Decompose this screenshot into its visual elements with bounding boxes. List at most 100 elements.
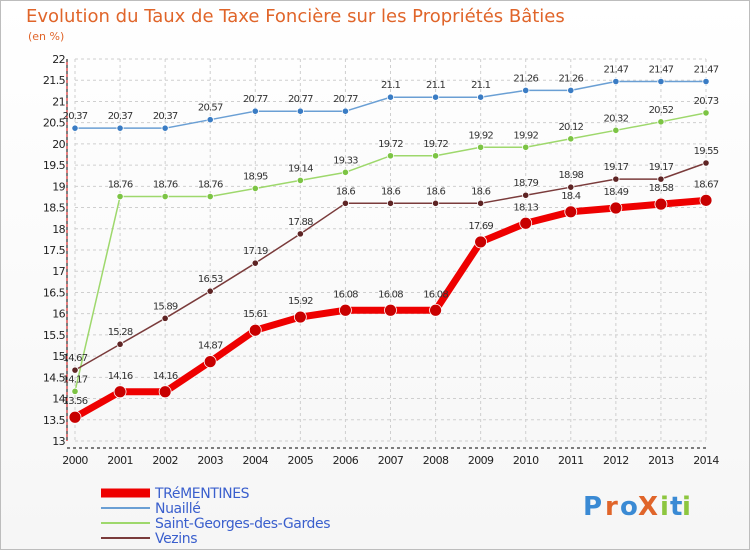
data-point-nuaill- [206, 116, 214, 124]
data-point-tr-mentines [699, 193, 713, 207]
data-label-tr-mentines: 17.69 [468, 221, 493, 232]
data-point-tr-mentines [68, 410, 82, 424]
data-label-tr-mentines: 16.08 [333, 289, 358, 300]
y-tick-label: 18.5 [43, 202, 66, 215]
data-point-vezins [657, 175, 665, 183]
data-point-nuaill- [341, 107, 350, 115]
data-label-nuaill-: 21.26 [558, 73, 583, 84]
y-tick-label: 16.5 [43, 286, 66, 299]
data-label-nuaill-: 21.26 [513, 73, 538, 84]
x-tick-label: 2003 [197, 454, 223, 467]
data-label-tr-mentines: 18.67 [694, 179, 719, 190]
data-point-nuaill- [386, 93, 395, 101]
axes: 13 13.5 14 14.5 15 15.5 16 16.5 17 17.5 18 18.5 19 19… [43, 53, 720, 467]
data-label-vezins: 17.19 [243, 246, 268, 257]
data-label-tr-mentines: 13.56 [63, 396, 88, 407]
data-label-vezins: 15.28 [108, 327, 133, 338]
data-labels: 20.37 20.37 20.37 20.57 20.77 20.77 20.77 21.1 2… [63, 64, 720, 407]
data-point-saint-georges-des-gardes [567, 135, 575, 143]
x-tick-label: 2004 [242, 454, 268, 467]
x-tick-label: 2007 [378, 454, 404, 467]
logo-letter: o [620, 492, 638, 522]
data-point-tr-mentines [519, 216, 533, 230]
data-label-saint-georges-des-gardes: 14.17 [63, 374, 88, 385]
data-point-tr-mentines [339, 303, 352, 317]
data-label-tr-mentines: 18.4 [561, 191, 581, 202]
data-label-vezins: 19.17 [604, 162, 629, 173]
data-label-nuaill-: 20.77 [288, 94, 313, 105]
data-point-tr-mentines [429, 303, 442, 317]
data-point-tr-mentines [609, 201, 623, 215]
data-point-vezins [612, 175, 620, 183]
data-label-vezins: 18.6 [471, 186, 491, 197]
y-tick-label: 19.5 [43, 159, 66, 172]
y-tick-label: 19 [52, 180, 65, 193]
data-label-tr-mentines: 15.92 [288, 296, 313, 307]
data-label-saint-georges-des-gardes: 19.92 [513, 130, 538, 141]
y-tick-label: 21 [52, 95, 65, 108]
data-label-vezins: 18.6 [381, 186, 401, 197]
y-tick-label: 21.5 [43, 74, 66, 87]
data-point-vezins [341, 199, 350, 207]
y-tick-label: 16 [52, 308, 65, 321]
data-point-saint-georges-des-gardes [657, 118, 665, 126]
data-point-saint-georges-des-gardes [296, 176, 304, 184]
data-label-tr-mentines: 14.16 [153, 371, 178, 382]
data-label-saint-georges-des-gardes: 19.14 [288, 163, 313, 174]
data-point-nuaill- [251, 107, 259, 115]
data-point-saint-georges-des-gardes [477, 143, 485, 151]
data-label-tr-mentines: 15.61 [243, 309, 268, 320]
y-tick-label: 17 [52, 265, 65, 278]
data-label-tr-mentines: 18.58 [649, 183, 674, 194]
data-point-nuaill- [161, 124, 169, 132]
data-point-saint-georges-des-gardes [702, 109, 710, 117]
logo-letter: i [682, 492, 691, 522]
data-point-tr-mentines [248, 323, 262, 337]
data-label-vezins: 17.88 [288, 217, 313, 228]
data-point-vezins [251, 259, 259, 267]
data-label-vezins: 15.89 [153, 301, 178, 312]
data-label-saint-georges-des-gardes: 20.73 [694, 96, 719, 107]
data-point-vezins [431, 199, 440, 207]
x-tick-label: 2010 [513, 454, 539, 467]
data-label-vezins: 16.53 [198, 274, 223, 285]
data-label-saint-georges-des-gardes: 18.95 [243, 171, 268, 182]
data-point-nuaill- [657, 77, 665, 86]
y-tick-label: 20 [52, 138, 65, 151]
data-label-nuaill-: 21.1 [471, 80, 491, 91]
data-point-nuaill- [567, 86, 575, 95]
logo-letter: i [660, 492, 669, 522]
data-label-saint-georges-des-gardes: 18.76 [108, 180, 133, 191]
data-point-saint-georges-des-gardes [612, 126, 620, 134]
x-tick-label: 2001 [107, 454, 133, 467]
data-label-tr-mentines: 16.08 [378, 289, 403, 300]
x-tick-label: 2013 [648, 454, 674, 467]
x-tick-label: 2008 [423, 454, 449, 467]
data-label-tr-mentines: 18.49 [604, 187, 629, 198]
data-point-vezins [206, 287, 214, 295]
data-label-vezins: 18.6 [426, 186, 446, 197]
data-point-vezins [71, 366, 79, 374]
legend: TRéMENTINESNuailléSaint-Georges-des-Gard… [101, 486, 331, 547]
series-group [68, 77, 713, 424]
x-tick-label: 2014 [693, 454, 719, 467]
x-tick-label: 2012 [603, 454, 629, 467]
chart-title: Evolution du Taux de Taxe Foncière sur l… [26, 6, 565, 27]
data-point-saint-georges-des-gardes [116, 192, 124, 201]
data-point-saint-georges-des-gardes [341, 168, 350, 176]
y-tick-label: 18 [52, 223, 65, 236]
legend-label: Saint-Georges-des-Gardes [155, 516, 330, 532]
legend-label: Nuaillé [155, 501, 200, 517]
data-label-vezins: 19.55 [694, 146, 719, 157]
data-label-saint-georges-des-gardes: 19.92 [468, 130, 493, 141]
x-tick-label: 2000 [62, 454, 88, 467]
data-point-tr-mentines [293, 310, 307, 324]
data-label-vezins: 18.6 [336, 186, 356, 197]
logo-letter: X [638, 492, 658, 522]
data-label-nuaill-: 20.37 [63, 111, 88, 122]
data-point-vezins [116, 340, 124, 348]
data-label-saint-georges-des-gardes: 20.32 [604, 113, 629, 124]
data-label-tr-mentines: 18.13 [513, 202, 538, 213]
